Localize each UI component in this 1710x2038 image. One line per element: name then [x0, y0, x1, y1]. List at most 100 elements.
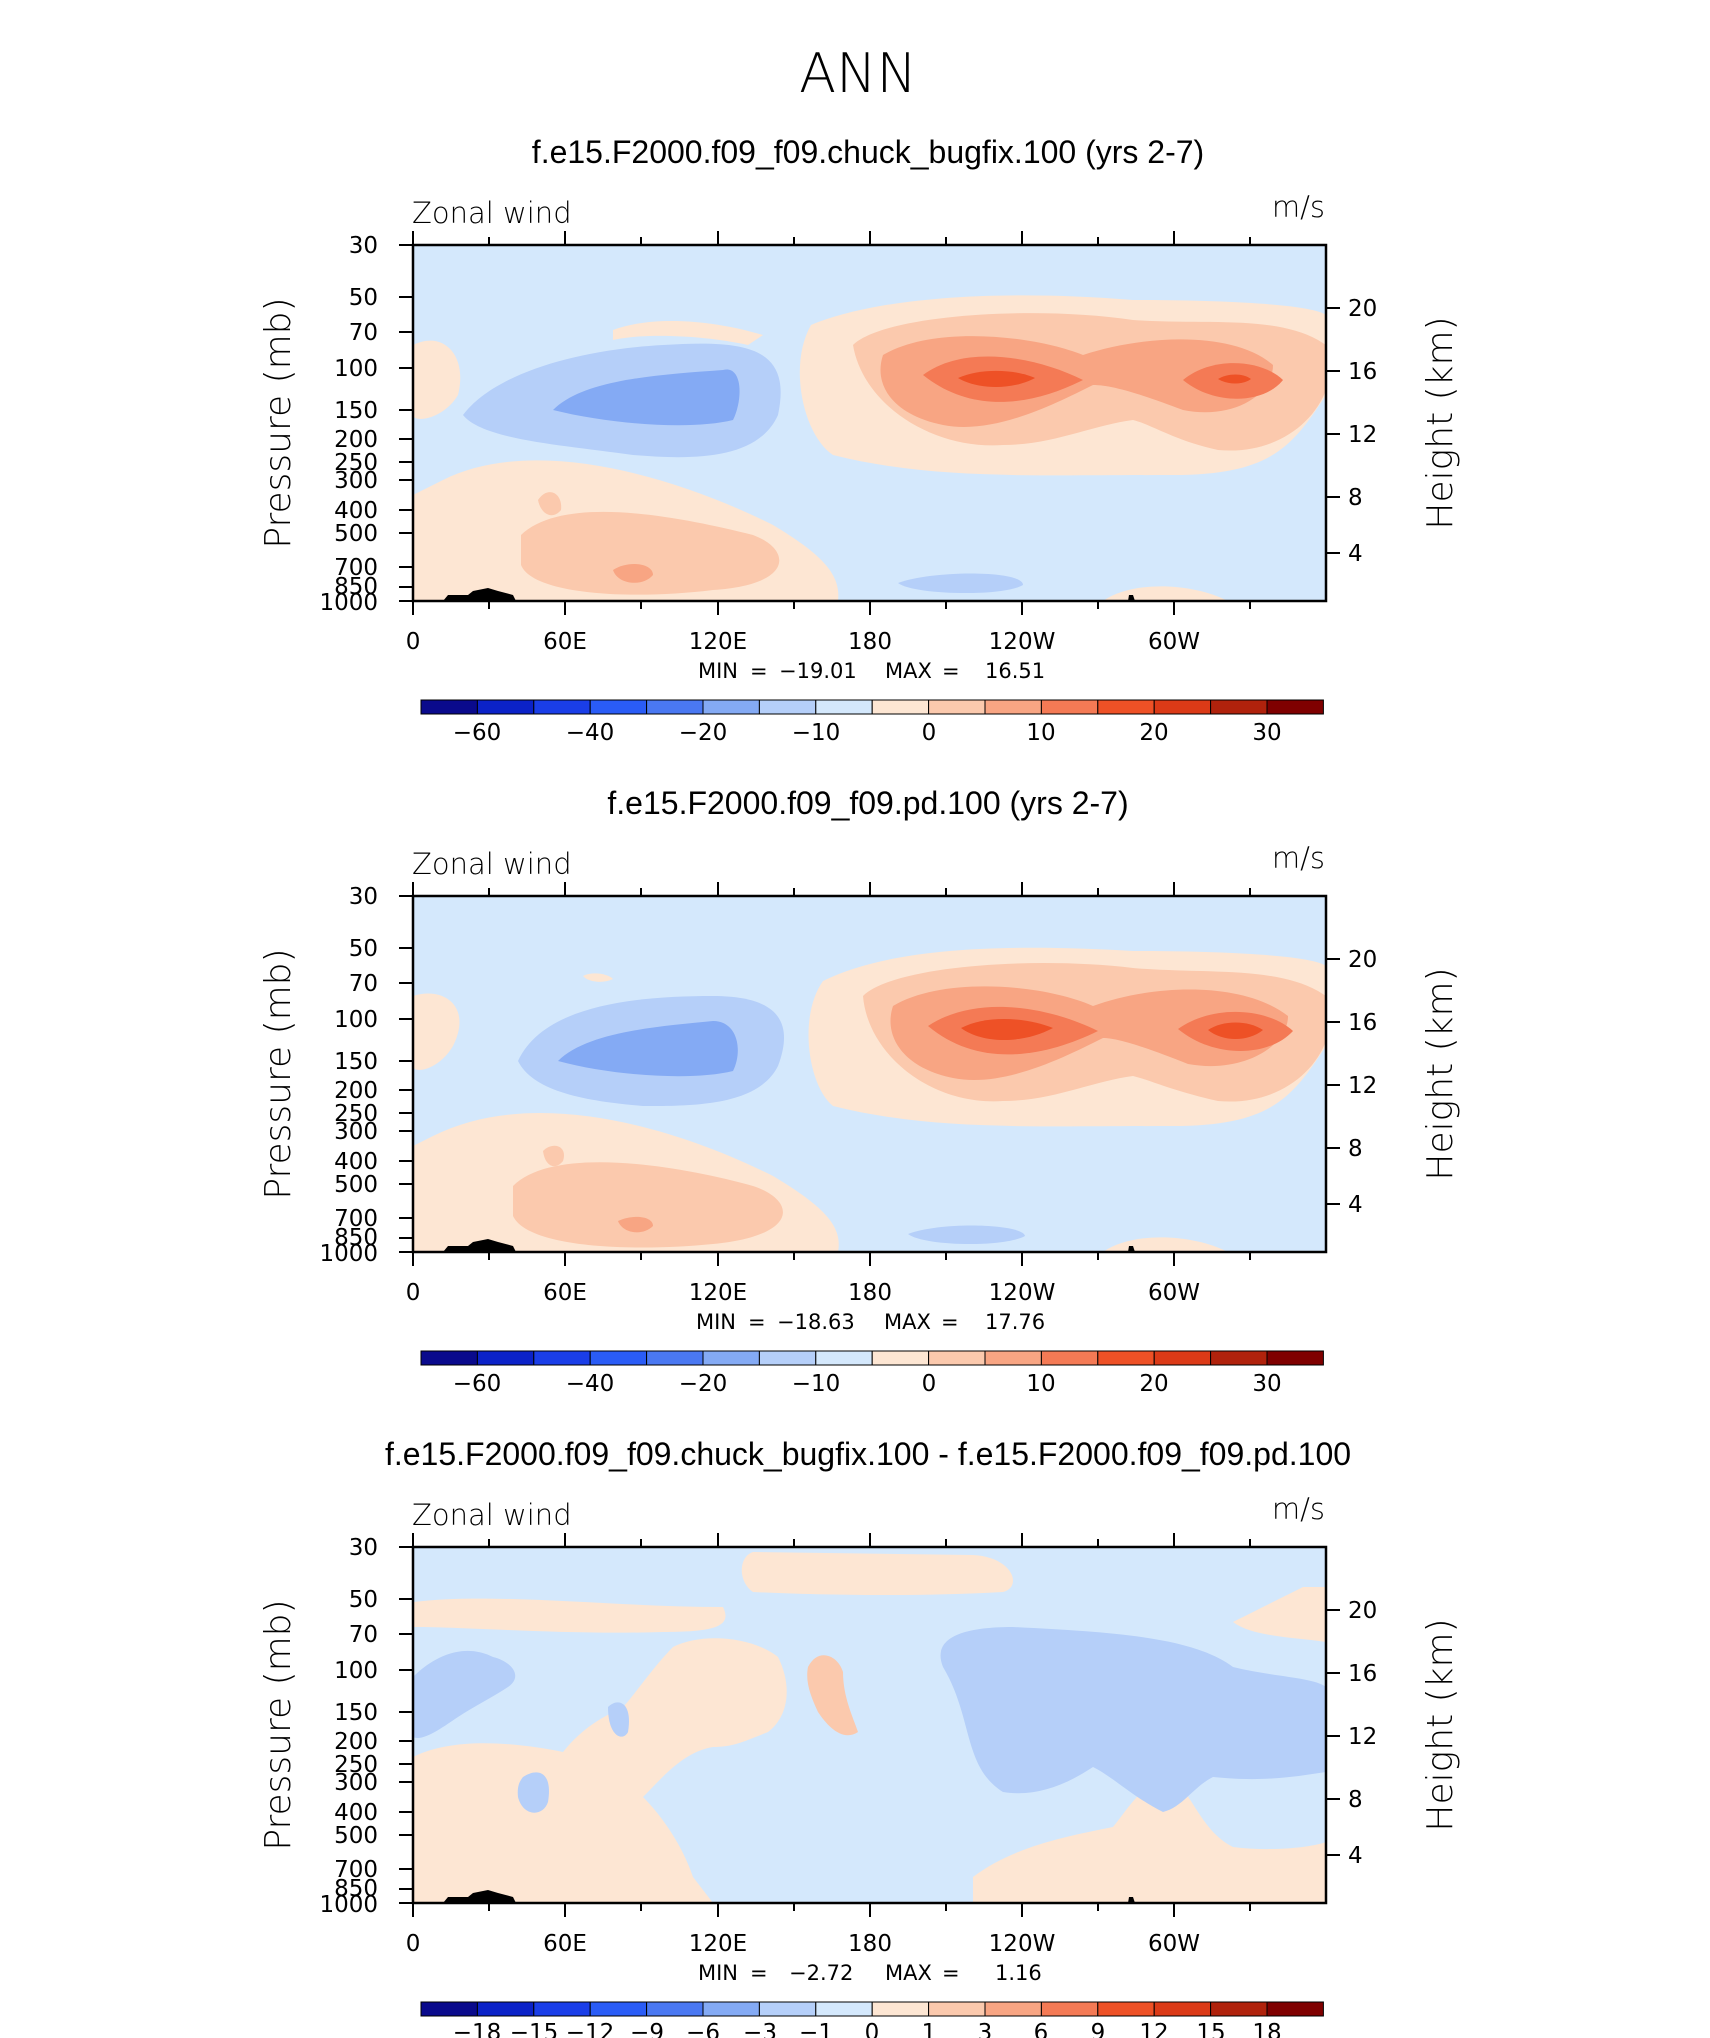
y-tick-label: 700 — [334, 1857, 378, 1883]
panel-2-colorbar: −60 −40 −20 −10 0 10 20 30 — [420, 1350, 1324, 1397]
panel-2-minmax: MIN = −18.63 MAX = 17.76 — [696, 1310, 1045, 1334]
y-tick-label: 500 — [334, 521, 378, 547]
y-tick-label: 500 — [334, 1823, 378, 1849]
contour-pos-1 — [413, 1598, 726, 1633]
colorbar-tick-label: 3 — [978, 2020, 993, 2038]
y-tick-label: 50 — [349, 936, 378, 962]
x-tick-label: 0 — [406, 629, 421, 655]
colorbar-cell — [758, 1350, 817, 1366]
y-tick-label: 1000 — [319, 590, 378, 616]
y-tick-label: 300 — [334, 468, 378, 494]
colorbar-cell — [533, 2001, 591, 2017]
min-equals: = — [748, 1310, 766, 1334]
min-label: MIN — [698, 1961, 738, 1985]
colorbar-tick-label: −6 — [686, 2020, 720, 2038]
colorbar-tick-label: −15 — [510, 2020, 559, 2038]
colorbar-cell — [533, 699, 591, 715]
contour-neg-1 — [908, 1225, 1025, 1245]
contour-pos-1 — [413, 993, 460, 1070]
y-tick-label: 250 — [334, 1101, 378, 1127]
colorbar-cell — [871, 1350, 930, 1366]
panel-1-y-axis: 30 50 70 100 150 200 250 300 400 500 700… — [319, 233, 413, 616]
colorbar-tick-label: 12 — [1139, 2020, 1168, 2038]
max-value: 16.51 — [985, 659, 1045, 683]
colorbar-tick-label: 18 — [1252, 2020, 1281, 2038]
y-tick-label: 100 — [334, 1658, 378, 1684]
y-right-tick-label: 20 — [1348, 947, 1377, 973]
contour-pos-1 — [1103, 1237, 1228, 1252]
colorbar-tick-label: −60 — [453, 1371, 502, 1397]
colorbar-tick-label: 1 — [922, 2020, 937, 2038]
y-tick-label: 200 — [334, 427, 378, 453]
colorbar-cells — [420, 1350, 1324, 1366]
y-tick-label: 100 — [334, 356, 378, 382]
panel-3-minmax: MIN = −2.72 MAX = 1.16 — [698, 1961, 1042, 1985]
min-equals: = — [750, 659, 768, 683]
panel-2-units-label: m/s — [1272, 841, 1325, 875]
contour-pos-5 — [1208, 1022, 1263, 1039]
colorbar-cell — [871, 699, 930, 715]
y-tick-label: 700 — [334, 555, 378, 581]
contour-pos-5 — [958, 370, 1035, 387]
contour-pos-2 — [521, 511, 780, 595]
panel-3-y-axis-right: 20 16 12 8 4 — [1326, 1598, 1377, 1869]
y-right-tick-label: 20 — [1348, 296, 1377, 322]
colorbar-tick-labels: −60 −40 −20 −10 0 10 20 30 — [453, 720, 1282, 746]
colorbar-cell — [984, 2001, 1042, 2017]
panel-1-ylabel: Pressure (mb) — [258, 297, 299, 548]
contour-pos-2 — [807, 1655, 858, 1736]
y-tick-label: 70 — [349, 971, 378, 997]
panel-3-units-label: m/s — [1272, 1492, 1325, 1526]
panel-3-variable-label: Zonal wind — [412, 1498, 572, 1532]
colorbar-tick-label: −40 — [566, 720, 615, 746]
colorbar-cell — [533, 1350, 591, 1366]
colorbar-cells — [420, 2001, 1324, 2017]
y-tick-label: 700 — [334, 1206, 378, 1232]
y-right-tick-label: 8 — [1348, 1787, 1363, 1813]
panel-2-topography — [443, 1239, 516, 1252]
colorbar-tick-label: −40 — [566, 1371, 615, 1397]
colorbar-cell — [1266, 699, 1324, 715]
colorbar-cell — [646, 1350, 704, 1366]
panel-1-negative-contours — [463, 343, 1023, 594]
max-equals: = — [942, 659, 960, 683]
contour-pos-1 — [413, 1638, 787, 1903]
contour-neg-1 — [608, 1702, 629, 1737]
colorbar-cell — [702, 1350, 760, 1366]
panel-3-title: f.e15.F2000.f09_f09.chuck_bugfix.100 - f… — [385, 1436, 1351, 1472]
contour-neg-1 — [413, 1650, 516, 1738]
y-tick-label: 1000 — [319, 1892, 378, 1918]
y-tick-label: 400 — [334, 498, 378, 524]
y-tick-label: 150 — [334, 1049, 378, 1075]
colorbar-cell — [589, 2001, 648, 2017]
colorbar-cell — [1266, 1350, 1324, 1366]
contour-neg-2 — [553, 369, 740, 426]
colorbar-cell — [646, 699, 704, 715]
colorbar-tick-label: 30 — [1252, 1371, 1281, 1397]
panel-2: f.e15.F2000.f09_f09.pd.100 (yrs 2-7) Zon… — [258, 785, 1461, 1397]
panel-3-negative-contours — [413, 1627, 1326, 1813]
contour-pos-1 — [973, 1777, 1326, 1903]
panel-2-x-axis: 0 60E 120E 180 120W 60W — [406, 882, 1251, 1306]
contour-neg-1 — [898, 573, 1023, 594]
colorbar-tick-label: −20 — [679, 720, 728, 746]
min-equals: = — [750, 1961, 768, 1985]
colorbar-cell — [702, 2001, 760, 2017]
panel-3-y-axis: 30 50 70 100 150 200 250 300 400 500 700… — [319, 1535, 413, 1918]
min-value: −18.63 — [777, 1310, 855, 1334]
panel-1-variable-label: Zonal wind — [412, 196, 572, 230]
min-value: −19.01 — [779, 659, 857, 683]
panel-2-negative-contours — [518, 996, 1025, 1245]
y-tick-label: 850 — [334, 1876, 378, 1902]
contour-pos-1 — [1103, 586, 1228, 601]
contour-neg-1 — [940, 1627, 1326, 1812]
colorbar-cell — [1210, 2001, 1268, 2017]
contour-pos-1 — [741, 1552, 1013, 1596]
colorbar-cell — [815, 1350, 873, 1366]
x-tick-label: 180 — [848, 1280, 892, 1306]
colorbar-tick-label: −10 — [792, 1371, 841, 1397]
panel-3-plot: 30 50 70 100 150 200 250 300 400 500 700… — [319, 1533, 1377, 1957]
colorbar-cell — [476, 699, 535, 715]
y-right-tick-label: 8 — [1348, 1136, 1363, 1162]
